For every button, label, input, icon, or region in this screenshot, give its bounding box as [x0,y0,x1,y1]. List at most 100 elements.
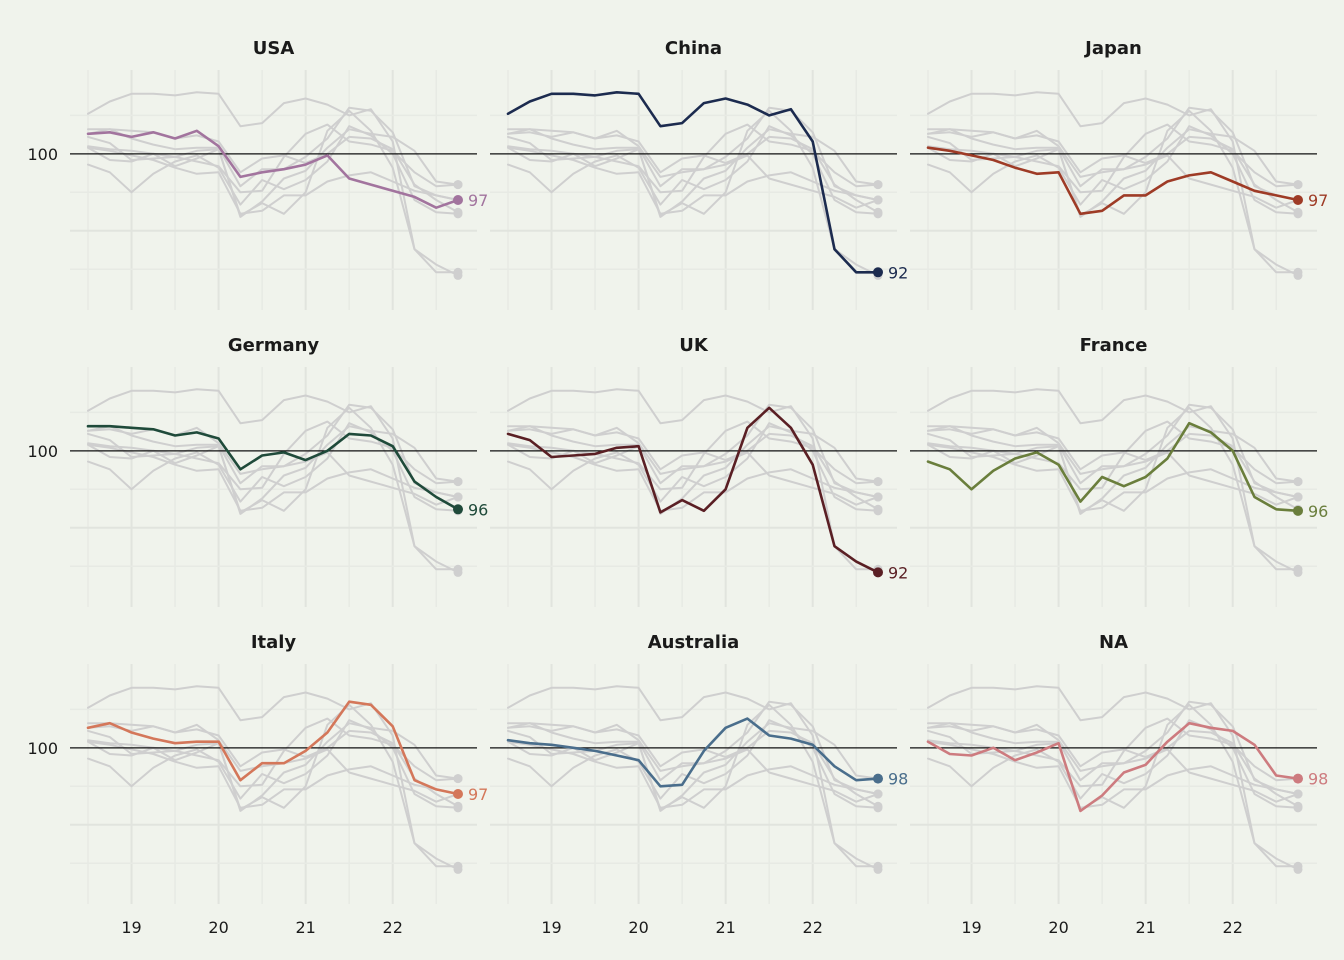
context-line-na [507,128,879,218]
series-line-japan [926,146,1300,216]
panel-na: 98 NA 19 20 21 22 [910,632,1328,937]
x-tick-label: 21 [295,918,315,937]
x-tick-label: 21 [715,918,735,937]
panel-title: Japan [1083,38,1142,59]
context-line-uk [507,109,879,277]
series-line-usa [86,129,460,209]
context-end-point [873,477,883,487]
context-end-point [1293,567,1303,577]
context-line-usa [927,426,1299,506]
series-end-point-uk [873,567,883,578]
x-tick-label: 22 [383,918,403,937]
context-end-point [453,492,463,502]
series-end-point-australia [873,773,883,784]
panel-title: UK [679,335,709,356]
series-end-point-france [1293,505,1303,516]
series-end-point-na [1293,773,1303,784]
context-line-usa [507,129,879,209]
horizontal-gridlines [910,708,1317,864]
series-end-point-japan [1293,195,1303,205]
context-line-uk [87,703,459,871]
x-tick-label: 21 [1135,918,1155,937]
end-value-label-japan: 97 [1308,191,1328,210]
context-line-na [927,425,1299,515]
x-tick-label: 19 [541,918,561,937]
series-line-china [506,91,880,274]
context-line-usa [507,723,879,803]
context-end-point [1293,789,1303,799]
series-line-italy [86,700,460,796]
context-line-na [87,128,459,218]
end-value-label-france: 96 [1308,502,1328,521]
panel-china: 92 China [490,38,908,310]
series-line-na [926,721,1300,813]
series-end-point-italy [453,789,463,799]
context-line-france [927,719,1299,809]
context-line-france [927,125,1299,215]
end-value-label-china: 92 [888,263,908,282]
context-line-italy [87,106,459,201]
context-lines [87,388,463,577]
context-end-point [1293,864,1303,874]
context-line-uk [87,406,459,574]
panel-uk: 92 UK [490,335,908,607]
context-end-point [873,789,883,799]
horizontal-gridlines [910,114,1317,270]
series-line-australia [506,717,880,788]
x-tick-label: 20 [628,918,648,937]
series-end-point-usa [453,195,463,205]
panel-title: USA [253,38,295,59]
end-value-label-na: 98 [1308,770,1328,789]
context-end-point [873,195,883,205]
context-line-na [507,722,879,812]
context-line-italy [927,700,1299,795]
context-end-point [873,209,883,219]
context-line-france [87,125,459,215]
context-line-france [507,422,879,512]
end-value-label-uk: 92 [888,563,908,582]
context-line-na [87,425,459,515]
context-end-point [1293,180,1303,190]
context-end-point [873,803,883,813]
context-end-point [453,864,463,874]
end-value-label-australia: 98 [888,770,908,789]
context-line-na [927,128,1299,218]
context-end-point [453,567,463,577]
panel-title: France [1080,335,1148,356]
x-tick-label: 19 [961,918,981,937]
context-end-point [873,864,883,874]
context-end-point [453,209,463,219]
panel-title: NA [1099,632,1128,653]
panel-japan: 97 Japan [910,38,1328,310]
context-line-na [507,425,879,515]
context-end-point [453,180,463,190]
context-line-france [87,422,459,512]
context-end-point [1293,270,1303,280]
x-tick-label: 20 [208,918,228,937]
context-line-france [507,719,879,809]
context-line-italy [927,106,1299,201]
series-line-france [926,421,1300,513]
panel-australia: 98 Australia 19 20 21 22 [490,632,908,937]
x-tick-label: 20 [1048,918,1068,937]
context-lines [507,106,883,280]
context-line-uk [87,109,459,277]
context-lines [87,685,463,874]
end-value-label-italy: 97 [468,785,488,804]
context-end-point [873,492,883,502]
context-line-uk [927,703,1299,871]
context-line-uk [927,406,1299,574]
y-tick-label: 100 [27,442,58,461]
panel-title: Germany [228,335,320,356]
panel-title: Italy [251,632,297,653]
y-tick-label: 100 [27,739,58,758]
series-end-point-china [873,267,883,278]
context-line-usa [927,723,1299,803]
context-end-point [1293,477,1303,487]
series-line-germany [86,424,460,511]
horizontal-gridlines [910,411,1317,567]
panel-germany: 96 Germany 100 [27,335,488,607]
context-line-usa [507,426,879,506]
y-tick-label: 100 [27,145,58,164]
